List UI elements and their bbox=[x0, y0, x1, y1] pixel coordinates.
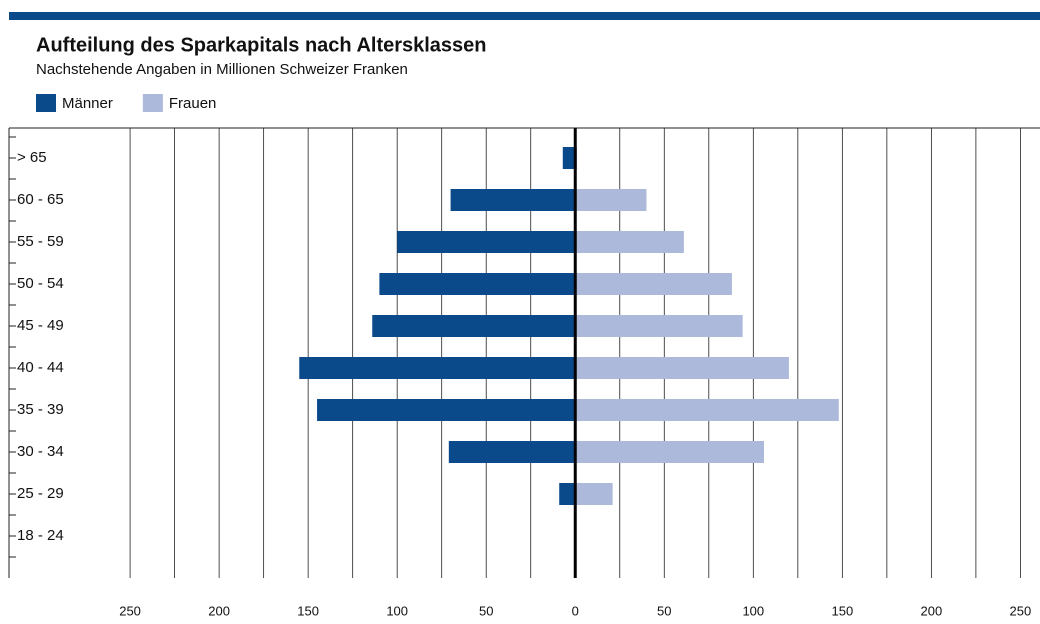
legend-label: Männer bbox=[62, 95, 113, 112]
y-tick-label: 25 - 29 bbox=[17, 485, 64, 502]
y-tick-label: 45 - 49 bbox=[17, 317, 64, 334]
bar bbox=[575, 273, 732, 295]
x-tick-label: 250 bbox=[1010, 603, 1032, 618]
y-tick-label: 50 - 54 bbox=[17, 275, 64, 292]
y-tick-label: 60 - 65 bbox=[17, 191, 64, 208]
bar bbox=[448, 441, 576, 463]
legend-swatch bbox=[36, 94, 56, 112]
bar bbox=[575, 189, 647, 211]
bar bbox=[562, 147, 576, 169]
chart-title: Aufteilung des Sparkapitals nach Altersk… bbox=[36, 34, 487, 56]
y-tick-label: 18 - 24 bbox=[17, 527, 64, 544]
x-tick-label: 200 bbox=[208, 603, 230, 618]
x-tick-label: 50 bbox=[657, 603, 671, 618]
bar bbox=[575, 483, 613, 505]
header-bar bbox=[9, 12, 1040, 20]
bar bbox=[575, 231, 684, 253]
y-tick-label: > 65 bbox=[17, 149, 47, 166]
bar bbox=[299, 357, 576, 379]
legend-label: Frauen bbox=[169, 95, 217, 112]
x-tick-label: 250 bbox=[119, 603, 141, 618]
chart-subtitle: Nachstehende Angaben in Millionen Schwei… bbox=[36, 61, 408, 78]
bar bbox=[397, 231, 576, 253]
bar bbox=[372, 315, 576, 337]
legend-swatch bbox=[142, 94, 163, 112]
bar bbox=[575, 399, 839, 421]
x-tick-label: 100 bbox=[386, 603, 408, 618]
bar bbox=[575, 441, 764, 463]
bar bbox=[575, 357, 789, 379]
y-tick-label: 35 - 39 bbox=[17, 401, 64, 418]
bar bbox=[317, 399, 576, 421]
bar bbox=[575, 315, 743, 337]
x-tick-label: 100 bbox=[742, 603, 764, 618]
x-tick-label: 200 bbox=[921, 603, 943, 618]
y-tick-label: 40 - 44 bbox=[17, 359, 64, 376]
bar bbox=[450, 189, 576, 211]
y-tick-label: 30 - 34 bbox=[17, 443, 64, 460]
x-tick-label: 0 bbox=[572, 603, 579, 618]
y-tick-label: 55 - 59 bbox=[17, 233, 64, 250]
bar bbox=[559, 483, 576, 505]
x-tick-label: 150 bbox=[831, 603, 853, 618]
x-tick-label: 50 bbox=[479, 603, 493, 618]
x-tick-label: 150 bbox=[297, 603, 319, 618]
bar bbox=[379, 273, 576, 295]
